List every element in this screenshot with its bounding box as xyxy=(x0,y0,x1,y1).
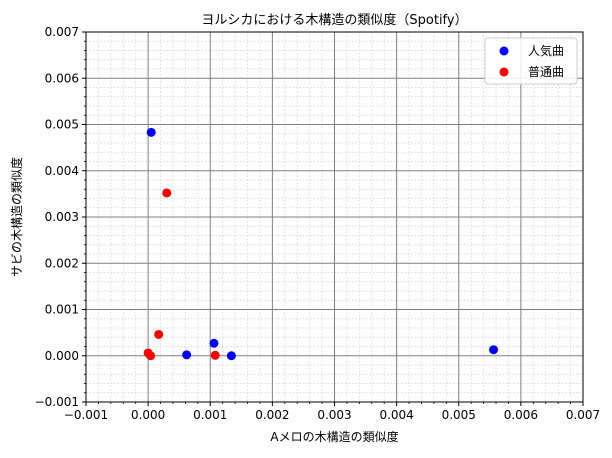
y-tick-label: −0.001 xyxy=(35,395,79,409)
x-tick-label: 0.001 xyxy=(193,408,227,422)
x-tick-label: 0.007 xyxy=(566,408,600,422)
data-point-normal-4 xyxy=(210,350,220,360)
data-point-popular-2 xyxy=(209,338,219,348)
data-point-normal-3 xyxy=(146,351,156,361)
y-tick-label: 0.007 xyxy=(45,25,79,39)
legend-marker-popular xyxy=(499,46,509,56)
data-point-normal-0 xyxy=(162,188,172,198)
legend-marker-normal xyxy=(499,67,509,77)
data-point-popular-3 xyxy=(226,351,236,361)
x-tick-label: 0.005 xyxy=(442,408,476,422)
chart-title: ヨルシカにおける木構造の類似度（Spotify） xyxy=(201,12,467,28)
data-point-popular-4 xyxy=(489,345,499,355)
y-tick-label: 0.000 xyxy=(45,349,79,363)
x-tick-label: 0.006 xyxy=(504,408,538,422)
data-point-normal-1 xyxy=(154,329,164,339)
x-tick-label: 0.002 xyxy=(255,408,289,422)
x-tick-label: −0.001 xyxy=(64,408,108,422)
data-point-popular-1 xyxy=(182,350,192,360)
y-tick-label: 0.003 xyxy=(45,210,79,224)
legend-label-popular: 人気曲 xyxy=(528,43,564,58)
y-axis-label: サビの木構造の類似度 xyxy=(9,157,24,277)
x-axis-label: Aメロの木構造の類似度 xyxy=(270,429,398,444)
y-tick-label: 0.004 xyxy=(45,164,79,178)
legend: 人気曲 普通曲 xyxy=(484,37,578,85)
y-tick-label: 0.005 xyxy=(45,118,79,132)
plot-frame xyxy=(85,31,584,403)
x-tick-label: 0.000 xyxy=(131,408,165,422)
y-tick-label: 0.001 xyxy=(45,303,79,317)
x-tick-label: 0.003 xyxy=(317,408,351,422)
legend-label-normal: 普通曲 xyxy=(528,65,564,79)
x-tick-label: 0.004 xyxy=(379,408,413,422)
y-tick-label: 0.002 xyxy=(45,256,79,270)
data-point-popular-0 xyxy=(146,127,156,137)
y-tick-label: 0.006 xyxy=(45,71,79,85)
